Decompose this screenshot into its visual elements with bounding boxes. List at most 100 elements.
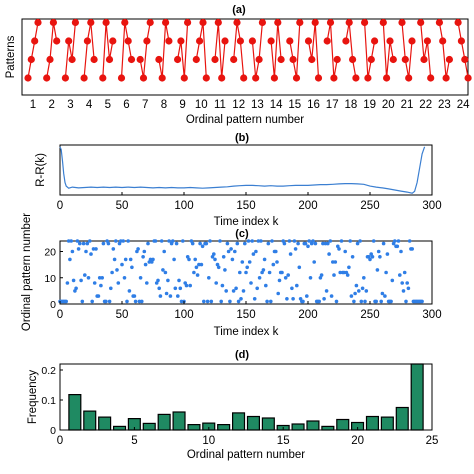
pattern-7-point [146,18,154,27]
pattern-1-point [31,37,39,45]
pattern-point [199,262,204,267]
frequency-bar [336,418,350,431]
pattern-18-line [345,22,357,79]
panel-a-title: (a) [232,4,246,16]
y-tick-label: 0.1 [41,395,56,407]
pattern-point [295,283,299,288]
pattern-16-line [307,22,320,79]
pattern-point [100,276,104,280]
pattern-1-point [27,55,35,64]
pattern-point [204,241,209,246]
x-tick-label: 20 [382,99,395,111]
pattern-5-point [105,55,114,64]
pattern-point [156,278,160,283]
pattern-22-point [420,55,428,64]
x-tick-label: 0 [57,309,63,321]
pattern-2-line [46,22,58,79]
pattern-point [290,286,294,291]
x-tick-label: 7 [142,99,148,111]
pattern-point [171,239,175,243]
pattern-2-point [53,37,61,45]
pattern-24-point [457,37,465,45]
panel-c-x-label: Time index k [214,326,279,338]
pattern-point [352,299,356,304]
pattern-point [283,276,288,280]
pattern-point [400,281,405,285]
pattern-12-point [240,74,248,82]
pattern-point [107,299,112,304]
frequency-bar [232,412,246,431]
pattern-18-point [349,55,357,64]
panel-b-series [59,146,426,194]
pattern-point [184,283,189,288]
frequency-bar [246,415,260,431]
pattern-point [359,299,364,304]
pattern-point [331,260,335,264]
pattern-point [326,241,330,246]
pattern-point [312,260,317,264]
panel-a-frame [21,18,469,96]
pattern-point [262,257,267,262]
pattern-point [332,273,336,277]
x-tick-label: 50 [116,309,129,321]
pattern-17-point [323,37,331,45]
pattern-point [338,270,343,275]
panel-a: (a) 1 2 3 4 5 6 7 8 9 10 11 12 13 14 15 16 17 18 19 20 21 22 2… [5,4,472,126]
pattern-20-point [389,55,397,64]
y-tick-label: 10 [44,273,56,285]
pattern-7-point [143,37,151,45]
x-tick-label: 6 [123,99,129,111]
pattern-point [205,299,210,304]
pattern-15-point [289,55,297,64]
pattern-9-point [174,55,182,64]
pattern-point [264,283,268,288]
panel-d-x-label: Ordinal pattern number [187,449,305,461]
pattern-point [238,270,242,275]
pattern-point [358,239,362,243]
pattern-10-point [199,18,207,27]
frequency-bar [410,363,424,431]
frequency-bar [365,415,379,431]
pattern-point [225,241,230,246]
pattern-point [288,252,293,256]
pattern-13-line [251,22,263,79]
pattern-point [405,281,410,285]
pattern-point [179,299,184,304]
pattern-11-point [221,37,229,45]
pattern-9-line [177,22,189,79]
pattern-23-point [442,74,450,82]
pattern-point [241,289,246,293]
pattern-12-line [233,22,245,79]
pattern-point [153,239,158,243]
pattern-24-line [457,22,469,79]
pattern-9-point [184,18,192,27]
pattern-point [269,299,273,304]
pattern-point [162,249,166,254]
pattern-point [343,249,348,254]
pattern-point [402,270,407,275]
pattern-point [374,299,379,304]
pattern-17-line [326,22,338,79]
pattern-point [230,257,235,262]
pattern-3-point [71,18,79,27]
panel-c-title: (c) [235,228,249,240]
pattern-point [94,247,98,251]
pattern-point [250,239,254,243]
x-tick-label: 100 [174,200,193,212]
pattern-14-line [270,22,282,79]
pattern-point [380,291,385,296]
pattern-14-point [274,18,282,27]
pattern-point [376,249,381,254]
pattern-point [318,276,323,280]
pattern-point [378,254,382,259]
pattern-24-point [464,74,472,82]
x-tick-label: 17 [326,99,339,111]
pattern-point [399,249,403,254]
pattern-point [71,278,76,283]
pattern-point [104,299,108,304]
x-tick-label: 15 [277,435,290,447]
pattern-point [254,249,258,254]
pattern-point [74,286,78,291]
pattern-19-point [361,18,369,27]
x-tick-label: 21 [401,99,414,111]
